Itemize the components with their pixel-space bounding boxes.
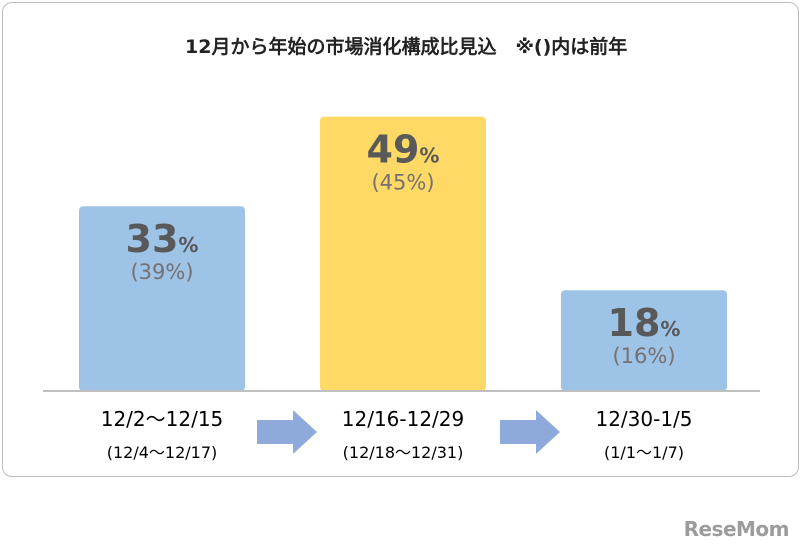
prev-value-label-2: (45%) (371, 171, 434, 195)
category-label-1: 12/2～12/15 (101, 407, 224, 431)
value-label-2: 49% (367, 128, 440, 172)
category-label-3: 12/30-1/5 (595, 407, 692, 431)
value-label-3: 18% (608, 301, 681, 345)
bar-1 (79, 206, 245, 391)
arrow-right-icon-1 (257, 410, 317, 454)
category-label-2: 12/16-12/29 (342, 407, 465, 431)
prev-value-label-1: (39%) (130, 260, 193, 284)
prev-category-label-3: (1/1～1/7) (604, 443, 684, 462)
value-label-1: 33% (126, 217, 199, 261)
bar-2 (320, 116, 486, 391)
chart-title: 12月から年始の市場消化構成比見込 ※()内は前年 (185, 36, 628, 58)
prev-value-label-3: (16%) (612, 344, 675, 368)
bar-3 (561, 290, 727, 391)
prev-category-label-1: (12/4～12/17) (107, 443, 218, 462)
prev-category-label-2: (12/18～12/31) (343, 443, 464, 462)
resemom-logo: ReseMom (683, 517, 790, 541)
arrow-right-icon-2 (500, 410, 560, 454)
